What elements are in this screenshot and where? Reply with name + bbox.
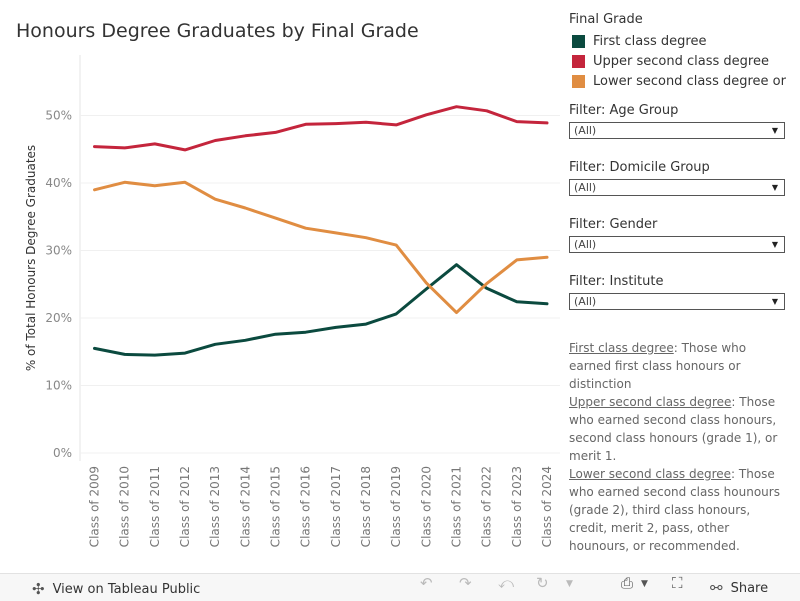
share-label: Share bbox=[730, 580, 769, 596]
series-line-lower-second-class-degree-or bbox=[93, 180, 549, 315]
chart-title: Honours Degree Graduates by Final Grade bbox=[16, 20, 419, 42]
refresh-icon[interactable]: ↻ bbox=[536, 574, 549, 592]
legend-swatch bbox=[572, 54, 585, 68]
domicile-group-select[interactable]: (All) ▼ bbox=[569, 179, 785, 196]
term-first-class: First class degree bbox=[569, 341, 674, 355]
y-tick-label: 30% bbox=[45, 244, 72, 258]
legend-item-lower-second[interactable]: Lower second class degree or ... bbox=[569, 71, 791, 91]
age-group-select[interactable]: (All) ▼ bbox=[569, 122, 785, 139]
filter-label: Filter: Age Group bbox=[569, 103, 679, 118]
view-on-tableau-label: View on Tableau Public bbox=[52, 581, 201, 597]
definition-lower-second: : Those who earned second class hounours… bbox=[569, 467, 780, 553]
term-lower-second: Lower second class degree bbox=[569, 467, 732, 481]
redo-icon[interactable]: ↷ bbox=[459, 574, 472, 592]
select-value: (All) bbox=[574, 124, 597, 137]
line-chart: 0% 10% 20% 30% 40% 50% % of Total Honours Degr… bbox=[24, 55, 560, 547]
x-tick-label: Class of 2020 bbox=[419, 466, 433, 547]
download-icon[interactable]: ⎙ bbox=[621, 574, 634, 592]
view-on-tableau-link[interactable]: ✣ View on Tableau Public bbox=[32, 580, 200, 598]
x-tick-label: Class of 2018 bbox=[359, 466, 373, 547]
select-value: (All) bbox=[574, 181, 597, 194]
download-dropdown-icon[interactable]: ▼ bbox=[641, 579, 648, 589]
x-tick-label: Class of 2015 bbox=[269, 466, 283, 547]
legend-item-upper-second[interactable]: Upper second class degree bbox=[569, 51, 791, 71]
x-tick-label: Class of 2021 bbox=[450, 466, 464, 547]
x-tick-label: Class of 2010 bbox=[118, 466, 132, 547]
legend-title: Final Grade bbox=[569, 12, 643, 27]
share-button[interactable]: ⚯ Share bbox=[710, 579, 768, 597]
legend-label: Lower second class degree or ... bbox=[593, 73, 791, 89]
dropdown-arrow-icon: ▼ bbox=[771, 126, 778, 135]
filter-age-group: Filter: Age Group (All) ▼ bbox=[569, 103, 791, 139]
undo-icon[interactable]: ↶ bbox=[420, 574, 433, 592]
dropdown-arrow-icon: ▼ bbox=[771, 183, 778, 192]
y-tick-label: 0% bbox=[53, 446, 72, 460]
definition-first-class: : Those who earned first class honours o… bbox=[569, 341, 747, 391]
share-icon: ⚯ bbox=[710, 579, 723, 597]
x-tick-label: Class of 2013 bbox=[208, 466, 222, 547]
y-tick-label: 20% bbox=[45, 311, 72, 325]
filter-institute: Filter: Institute (All) ▼ bbox=[569, 274, 791, 310]
institute-select[interactable]: (All) ▼ bbox=[569, 293, 785, 310]
definition-upper-second: : Those who earned second class honours,… bbox=[569, 395, 778, 463]
filter-label: Filter: Institute bbox=[569, 274, 664, 289]
x-tick-label: Class of 2012 bbox=[178, 466, 192, 547]
legend-label: First class degree bbox=[593, 33, 707, 49]
select-value: (All) bbox=[574, 295, 597, 308]
term-upper-second: Upper second class degree bbox=[569, 395, 732, 409]
y-tick-label: 40% bbox=[45, 176, 72, 190]
x-tick-label: Class of 2009 bbox=[88, 466, 102, 547]
y-axis-title: % of Total Honours Degree Graduates bbox=[24, 145, 38, 371]
filter-label: Filter: Domicile Group bbox=[569, 160, 710, 175]
filter-domicile-group: Filter: Domicile Group (All) ▼ bbox=[569, 160, 791, 196]
filter-label: Filter: Gender bbox=[569, 217, 658, 232]
side-panel: Final Grade First class degree Upper sec… bbox=[569, 12, 791, 310]
series-line-first-class-degree bbox=[93, 263, 549, 357]
x-tick-label: Class of 2017 bbox=[329, 466, 343, 547]
x-tick-label: Class of 2016 bbox=[299, 466, 313, 547]
y-tick-label: 10% bbox=[45, 379, 72, 393]
y-tick-label: 50% bbox=[45, 109, 72, 123]
filter-gender: Filter: Gender (All) ▼ bbox=[569, 217, 791, 253]
legend-swatch bbox=[572, 74, 585, 88]
x-tick-label: Class of 2011 bbox=[148, 466, 162, 547]
gender-select[interactable]: (All) ▼ bbox=[569, 236, 785, 253]
select-value: (All) bbox=[574, 238, 597, 251]
x-tick-label: Class of 2014 bbox=[238, 466, 252, 547]
legend-item-first-class[interactable]: First class degree bbox=[569, 31, 791, 51]
x-tick-label: Class of 2024 bbox=[540, 466, 554, 547]
x-tick-label: Class of 2022 bbox=[480, 466, 494, 547]
pause-dropdown-icon[interactable]: ▼ bbox=[566, 579, 573, 589]
x-tick-label: Class of 2019 bbox=[389, 466, 403, 547]
x-tick-label: Class of 2023 bbox=[510, 466, 524, 547]
legend: First class degree Upper second class de… bbox=[569, 31, 791, 91]
dropdown-arrow-icon: ▼ bbox=[771, 240, 778, 249]
definitions-text: First class degree: Those who earned fir… bbox=[569, 339, 791, 555]
toolbar: ✣ View on Tableau Public ↶ ↷ ⤺ ↻ ▼ ⎙ ▼ ⛶… bbox=[0, 573, 800, 601]
tableau-logo-icon: ✣ bbox=[32, 580, 45, 598]
fullscreen-icon[interactable]: ⛶ bbox=[672, 574, 683, 592]
legend-swatch bbox=[572, 34, 585, 48]
series-line-upper-second-class-degree bbox=[93, 105, 549, 152]
legend-label: Upper second class degree bbox=[593, 53, 769, 69]
revert-icon[interactable]: ⤺ bbox=[498, 574, 515, 592]
dropdown-arrow-icon: ▼ bbox=[771, 297, 778, 306]
